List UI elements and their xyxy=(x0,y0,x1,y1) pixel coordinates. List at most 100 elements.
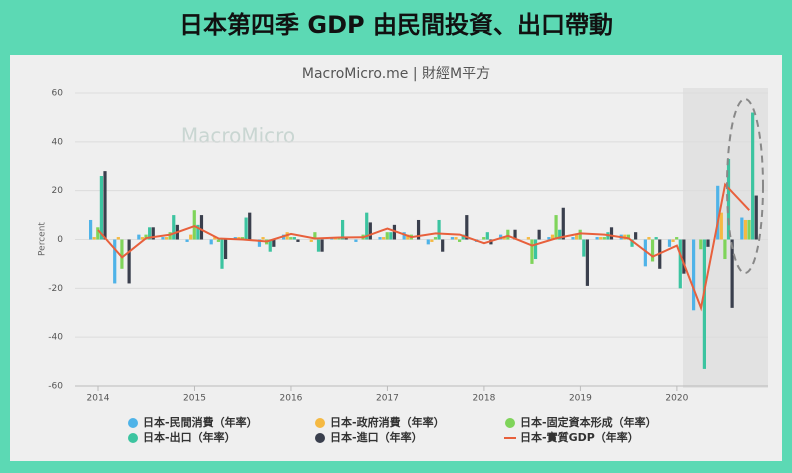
legend: 日本-民間消費（年率） 日本-政府消費（年率） 日本-固定資本形成（年率） 日本-出口… xyxy=(128,415,657,444)
bar xyxy=(650,239,655,262)
bar xyxy=(185,239,189,242)
bar xyxy=(485,232,489,240)
bar xyxy=(116,237,120,240)
bar xyxy=(189,234,193,240)
bar xyxy=(671,239,675,242)
highlight-ellipse xyxy=(726,98,764,274)
bar xyxy=(257,239,262,247)
bar xyxy=(550,234,555,240)
legend-label: 日本-進口（年率） xyxy=(330,430,423,444)
y-tick-label: 20 xyxy=(52,186,64,196)
bar xyxy=(240,237,245,240)
bar xyxy=(643,239,647,267)
watermark: MacroMicro xyxy=(181,124,295,148)
x-tick-label: 2020 xyxy=(665,394,688,404)
legend-marker xyxy=(128,418,138,428)
bar xyxy=(99,176,103,240)
legend-label: 日本-民間消費（年率） xyxy=(143,415,258,429)
bar xyxy=(309,239,313,242)
bar xyxy=(754,195,758,240)
plot: -60 -40 -20 0 20 40 60 2014 2015 2016 2017 2018 2019… xyxy=(48,89,768,404)
bar xyxy=(450,237,454,240)
bar xyxy=(213,237,217,240)
bar xyxy=(609,227,614,240)
bar xyxy=(454,237,458,240)
bar xyxy=(148,227,152,240)
y-tick-label: -60 xyxy=(48,382,63,392)
bar xyxy=(430,239,434,242)
bar xyxy=(292,237,296,240)
chart-title: 日本第四季 GDP 由民間投資、出口帶動 xyxy=(179,11,613,39)
y-tick-label: 0 xyxy=(57,235,63,245)
legend-marker xyxy=(128,433,138,443)
bar xyxy=(437,219,441,240)
bar xyxy=(248,212,252,240)
bar xyxy=(678,239,682,289)
bar xyxy=(692,239,696,311)
bar xyxy=(699,239,703,250)
bar xyxy=(723,239,727,260)
bar xyxy=(296,239,300,242)
bar xyxy=(140,237,145,240)
bar xyxy=(506,229,510,240)
bar xyxy=(196,224,200,240)
bar xyxy=(192,210,196,240)
bar xyxy=(561,207,565,240)
y-tick-label: -40 xyxy=(48,333,63,343)
bar xyxy=(406,234,410,240)
bar xyxy=(582,239,586,257)
x-tick-label: 2019 xyxy=(569,394,592,404)
bar xyxy=(558,229,562,240)
bar xyxy=(220,239,224,269)
bar xyxy=(526,237,530,240)
bar xyxy=(578,229,582,240)
bar xyxy=(320,239,324,252)
bar xyxy=(96,227,100,240)
bar xyxy=(378,237,382,240)
bar xyxy=(416,219,421,240)
bar xyxy=(747,219,751,240)
bar xyxy=(392,224,397,240)
x-tick-label: 2015 xyxy=(183,394,206,404)
legend-marker xyxy=(315,433,325,443)
bar xyxy=(389,232,393,240)
bar xyxy=(702,239,706,369)
bar xyxy=(433,237,438,240)
bar xyxy=(675,237,679,240)
bar xyxy=(554,215,558,240)
bar xyxy=(316,239,321,252)
bar xyxy=(237,237,241,240)
bar xyxy=(716,185,720,240)
bar xyxy=(513,229,517,240)
bar xyxy=(272,239,276,247)
bar xyxy=(244,217,248,240)
bar xyxy=(268,239,272,252)
bar xyxy=(682,239,686,274)
bar xyxy=(103,171,107,240)
bar xyxy=(719,212,723,240)
y-tick-label: 40 xyxy=(52,137,64,147)
legend-label: 日本-出口（年率） xyxy=(143,430,236,444)
bar xyxy=(127,239,131,284)
legend-label: 日本-固定資本形成（年率） xyxy=(520,415,657,429)
bar xyxy=(634,232,638,240)
x-tick-label: 2016 xyxy=(280,394,303,404)
bar xyxy=(341,219,345,240)
bar xyxy=(458,239,462,242)
bar xyxy=(630,239,634,247)
bar xyxy=(402,232,406,240)
bar xyxy=(168,232,172,240)
bar xyxy=(224,239,228,260)
bar xyxy=(502,237,506,240)
bar xyxy=(654,237,658,240)
bar xyxy=(289,237,293,240)
legend-marker xyxy=(505,418,515,428)
bar xyxy=(537,229,541,240)
bar xyxy=(740,217,744,240)
bar xyxy=(530,239,534,264)
bar xyxy=(113,239,117,284)
bar xyxy=(482,237,486,240)
bar xyxy=(585,239,589,286)
bar xyxy=(743,219,748,240)
y-tick-label: -20 xyxy=(48,284,63,294)
